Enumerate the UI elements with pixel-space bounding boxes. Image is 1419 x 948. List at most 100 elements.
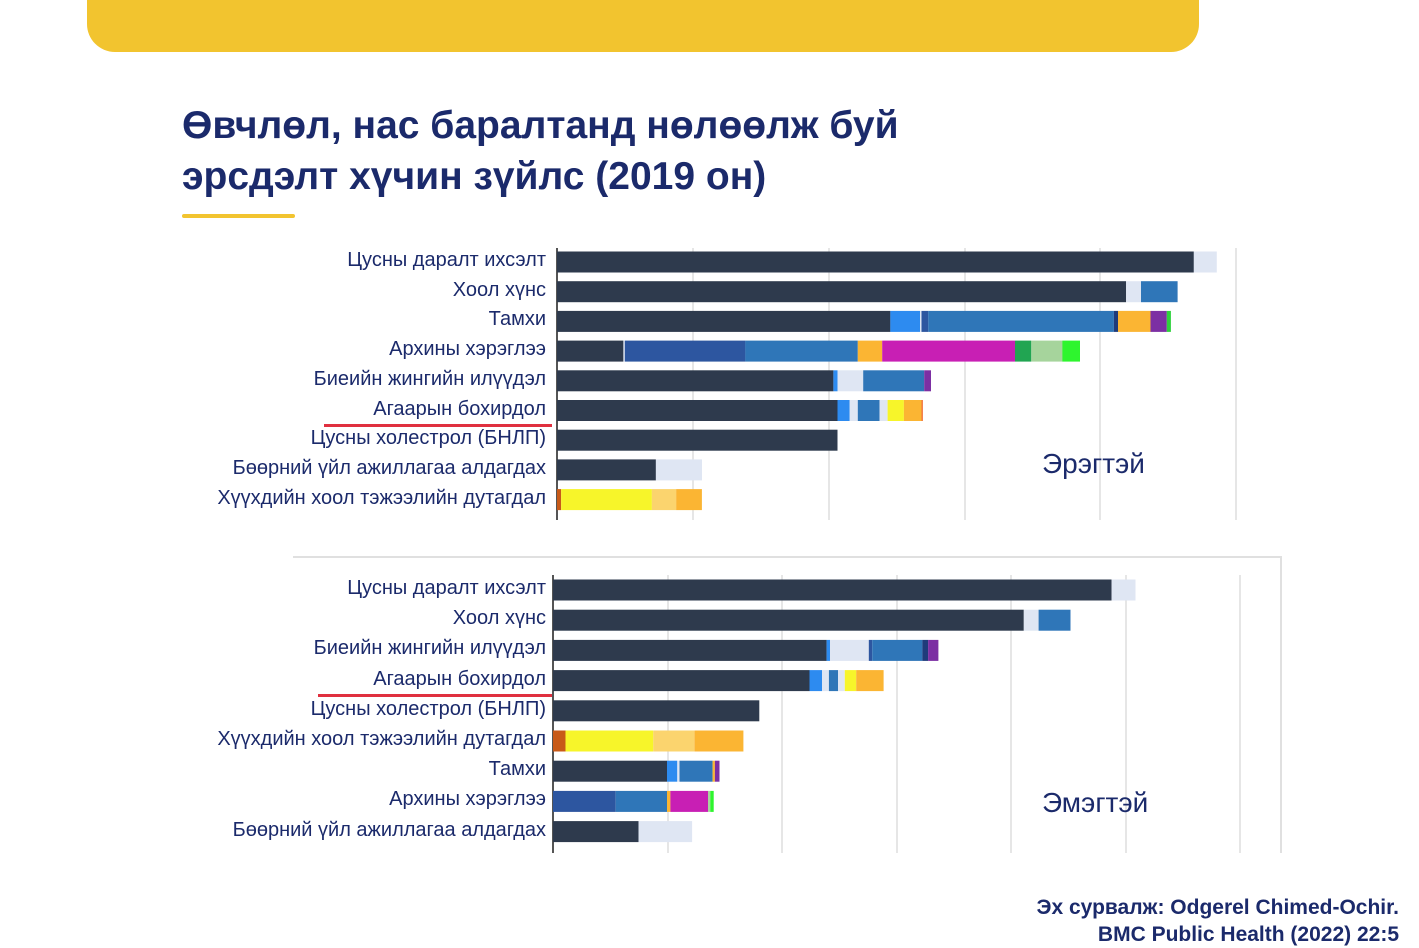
category-label: Агаарын бохирдол — [373, 397, 546, 420]
category-label: Бөөрний үйл ажиллагаа алдагдах — [232, 456, 546, 479]
bar-segment — [849, 400, 858, 421]
bar-segment — [712, 760, 715, 782]
bar-4 — [557, 340, 1080, 362]
bar-segment — [889, 310, 891, 332]
bar-segment — [1062, 340, 1080, 362]
bar-7 — [553, 760, 720, 782]
bar-segment — [809, 670, 822, 692]
bar-segment — [857, 400, 880, 421]
bar-segment — [667, 760, 678, 782]
bar-segment — [670, 790, 708, 812]
bar-segment — [557, 429, 838, 451]
bar-segment — [553, 790, 616, 812]
bar-segment — [667, 790, 671, 812]
bar-segment — [887, 400, 904, 421]
category-label: Хоол хүнс — [452, 607, 546, 630]
bar-segment — [828, 670, 838, 692]
category-label: Бөөрний үйл ажиллагаа алдагдах — [232, 818, 546, 841]
bar-5 — [553, 700, 760, 722]
bar-segment — [553, 700, 760, 722]
category-label: Цусны даралт ихсэлт — [347, 577, 546, 599]
bar-6 — [557, 400, 923, 421]
title-line-2: эрсдэлт хүчин зүйлс (2019 он) — [182, 155, 767, 198]
bar-1 — [553, 579, 1136, 601]
bar-1 — [557, 251, 1217, 273]
bar-segment — [833, 370, 838, 392]
category-label: Хүүхдийн хоол тэжээлийн дутагдал — [217, 728, 546, 750]
bar-segment — [830, 639, 869, 661]
bar-5 — [557, 370, 931, 392]
bar-segment — [844, 670, 857, 692]
bar-segment — [928, 639, 939, 661]
bar-segment — [557, 281, 1127, 303]
category-label: Агаарын бохирдол — [373, 667, 546, 690]
bar-segment — [1126, 281, 1141, 303]
source-line-2: BMC Public Health (2022) 22:5 — [1097, 923, 1399, 946]
bar-segment — [624, 340, 746, 362]
bar-segment — [553, 670, 810, 692]
bar-segment — [1113, 310, 1118, 332]
bar-segment — [714, 760, 720, 782]
highlight-underline — [324, 423, 552, 427]
bar-segment — [879, 400, 888, 421]
bar-segment — [676, 489, 702, 511]
female-bar-chart — [293, 556, 1282, 853]
category-label: Тамхи — [488, 758, 546, 781]
bar-segment — [694, 730, 744, 752]
bar-segment — [561, 489, 652, 511]
category-label: Цусны даралт ихсэлт — [347, 249, 546, 271]
bar-9 — [553, 821, 693, 843]
bar-segment — [557, 251, 1194, 273]
bar-segment — [679, 760, 713, 782]
bar-7 — [557, 429, 838, 451]
category-label: Хоол хүнс — [452, 278, 546, 301]
male-panel-label: Эрэгтэй — [1042, 448, 1145, 479]
bar-9 — [557, 489, 702, 511]
bar-segment — [615, 790, 667, 812]
bar-segment — [651, 489, 677, 511]
bar-3 — [557, 310, 1171, 332]
bar-segment — [557, 489, 562, 511]
bar-segment — [920, 310, 922, 332]
category-label: Архины хэрэглээ — [389, 788, 546, 811]
bar-4 — [553, 670, 884, 692]
bar-segment — [924, 370, 931, 392]
title-line-1: Өвчлөл, нас баралтанд нөлөөлж буй — [182, 104, 899, 147]
bar-segment — [1031, 340, 1063, 362]
bar-segment — [553, 609, 1024, 631]
bar-segment — [623, 340, 625, 362]
bar-segment — [1111, 579, 1136, 601]
bar-segment — [677, 760, 680, 782]
bar-segment — [903, 400, 922, 421]
bar-segment — [638, 821, 693, 843]
bar-8 — [553, 790, 714, 812]
bar-segment — [921, 400, 923, 421]
bar-segment — [708, 790, 711, 812]
bar-segment — [557, 310, 889, 332]
bar-segment — [1166, 310, 1171, 332]
bar-segment — [837, 400, 850, 421]
bar-segment — [710, 790, 714, 812]
highlight-underline — [318, 693, 552, 697]
bar-segment — [857, 340, 883, 362]
source-line-1: Эх сурвалж: Odgerel Chimed-Ochir. — [1036, 896, 1399, 919]
bar-segment — [868, 639, 873, 661]
category-label: Тамхи — [488, 308, 546, 331]
top-banner — [87, 0, 1199, 52]
male-chart-panel: Цусны даралт ихсэлт Хоол хүнс Тамхи Архины … — [0, 240, 1300, 530]
female-panel-label: Эмэгтэй — [1042, 787, 1149, 818]
bar-segment — [856, 670, 884, 692]
slide-title: Өвчлөл, нас баралтанд нөлөөлж буй эрсдэл… — [182, 100, 899, 202]
bar-2 — [557, 281, 1178, 303]
bar-8 — [557, 459, 702, 481]
category-label: Биеийн жингийн илүүдэл — [313, 367, 546, 390]
bar-segment — [1118, 310, 1151, 332]
bar-2 — [553, 609, 1071, 631]
bar-segment — [655, 459, 702, 481]
bar-segment — [872, 639, 923, 661]
category-label: Архины хэрэглээ — [389, 338, 546, 361]
bar-segment — [921, 310, 929, 332]
bar-segment — [557, 340, 624, 362]
title-underline — [182, 214, 295, 218]
category-label: Хүүхдийн хоол тэжээлийн дутагдал — [217, 486, 546, 509]
